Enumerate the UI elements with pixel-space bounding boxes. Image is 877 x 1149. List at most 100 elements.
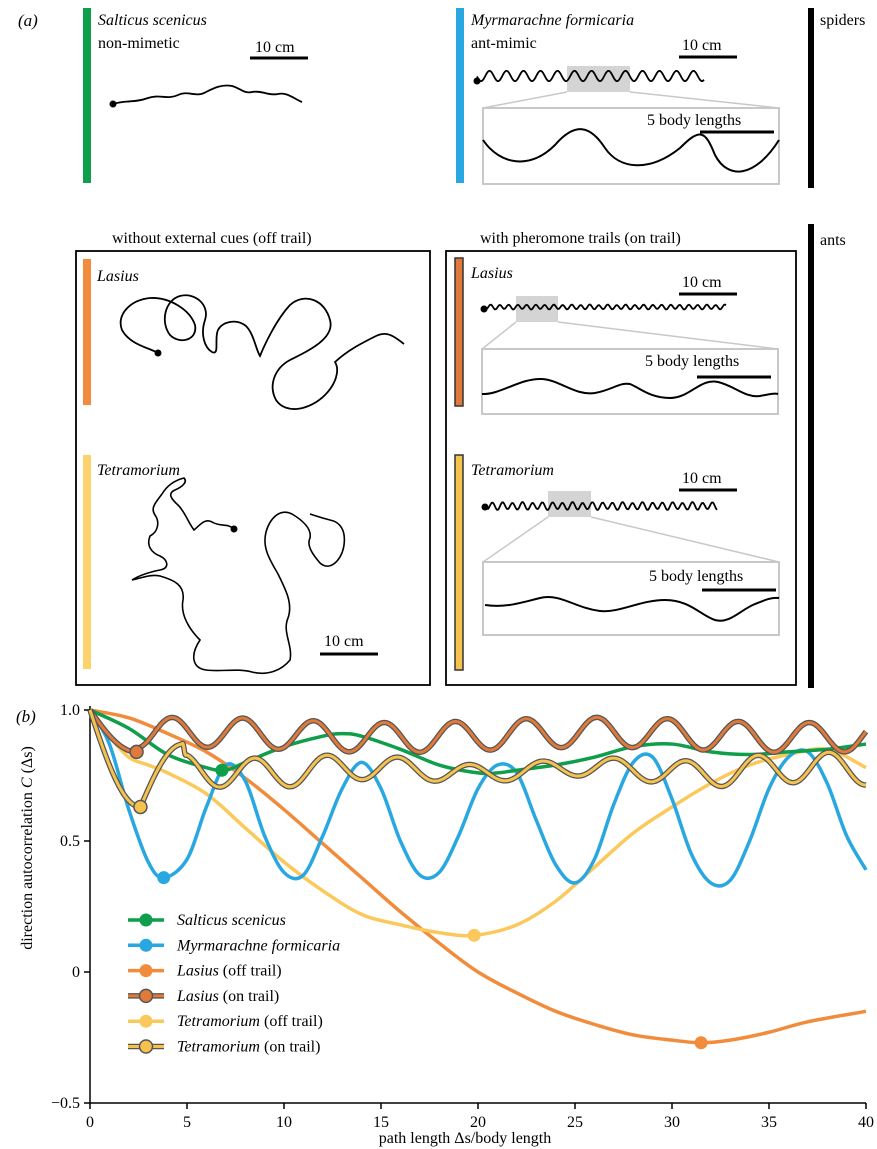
legend-species-name: Myrmarachne formicaria	[176, 937, 340, 954]
off-trail-title: without external cues (off trail)	[112, 230, 312, 247]
legend-species-name: Tetramorium	[177, 1013, 260, 1030]
legend-label-lasius-off-trail: Lasius (off trail)	[176, 963, 282, 980]
legend-condition: (on trail)	[219, 988, 279, 1005]
myrmarachne-zoom-box	[482, 107, 780, 185]
series-line-myrmarachne-formicaria	[88, 709, 868, 888]
x-tick-label: 15	[373, 1114, 389, 1131]
salticus-desc: non-mimetic	[98, 35, 180, 52]
tetramorium-off-trajectory	[131, 477, 346, 675]
tetramorium-on-zoom-scale-label: 5 body lengths	[649, 568, 743, 585]
panel-a: (a) spiders ants Salticus scenicus non-m…	[18, 8, 865, 688]
series-marker-lasius-on-trail	[129, 744, 144, 760]
lasius-on-trajectory	[483, 303, 727, 311]
lasius-on-color-bar	[454, 257, 464, 407]
legend-species-name: Lasius	[176, 963, 219, 980]
myrmarachne-start-dot	[473, 77, 481, 85]
legend-marker-tetramorium-on-trail	[138, 1039, 154, 1054]
myrmarachne-panel: Myrmarachne formicaria ant-mimic 10 cm 5…	[456, 8, 780, 185]
tetramorium-on-trajectory	[484, 501, 718, 511]
legend-label-salticus-scenicus: Salticus scenicus	[177, 912, 286, 929]
legend-label-tetramorium-on-trail: Tetramorium (on trail)	[177, 1039, 320, 1056]
legend-marker-lasius-off-trail	[139, 964, 153, 978]
off-trail-panel: without external cues (off trail) Lasius…	[75, 230, 431, 686]
legend-label-tetramorium-off-trail: Tetramorium (off trail)	[177, 1013, 323, 1030]
legend-label-myrmarachne-formicaria: Myrmarachne formicaria	[176, 937, 340, 954]
legend-marker-salticus-scenicus	[139, 913, 153, 927]
y-axis-label-part: direction autocorrelation	[19, 788, 36, 950]
legend-condition: (off trail)	[219, 963, 282, 980]
tetramorium-off-name: Tetramorium	[97, 462, 180, 479]
myrmarachne-zoom-scale-label: 5 body lengths	[647, 112, 741, 129]
legend-marker-lasius-on-trail	[138, 988, 154, 1004]
spiders-label: spiders	[820, 12, 865, 29]
legend-condition: (on trail)	[260, 1039, 320, 1056]
panel-a-label: (a)	[18, 11, 38, 30]
tetramorium-on-start-dot	[481, 503, 489, 511]
salticus-panel: Salticus scenicus non-mimetic 10 cm	[83, 8, 308, 183]
tetramorium-on-zoom-box	[482, 561, 780, 636]
series-marker-tetramorium-on-trail	[133, 799, 148, 815]
legend-marker-myrmarachne-formicaria	[139, 938, 153, 952]
salticus-trajectory	[112, 84, 303, 105]
lasius-on-scale-label: 10 cm	[682, 274, 722, 291]
lasius-on-zoom-trajectory	[481, 377, 779, 400]
series-marker-lasius-off-trail	[694, 1036, 708, 1050]
y-tick-label: 0.5	[60, 833, 80, 850]
y-axis-label-part: C	[19, 777, 36, 788]
legend-species-name: Salticus scenicus	[177, 912, 286, 929]
lasius-off-start-dot	[154, 349, 162, 357]
legend-species-name: Tetramorium	[177, 1039, 260, 1056]
tetramorium-on-zoom-trajectory	[484, 596, 780, 622]
salticus-scale-label: 10 cm	[255, 39, 295, 56]
y-tick-label: 0	[72, 964, 80, 981]
myrmarachne-zoom-trajectory	[482, 128, 780, 173]
x-tick-label: 25	[567, 1114, 583, 1131]
y-axis-label-part: (Δs)	[19, 746, 36, 777]
on-trail-panel: with pheromone trails (on trail) Lasius …	[445, 230, 797, 686]
chart-series	[87, 708, 869, 1050]
chart-legend: Salticus scenicus Myrmarachne formicaria L…	[128, 912, 340, 1056]
lasius-on-start-dot	[480, 305, 488, 313]
panel-b: (b) 0 5 10 15 20 25 30 35 40 −0.5 0 0.5 1.0 Salticus…	[16, 702, 874, 1147]
on-trail-title: with pheromone trails (on trail)	[480, 230, 681, 247]
on-trail-frame	[445, 250, 797, 686]
myrmarachne-scale-label: 10 cm	[682, 37, 722, 54]
x-tick-label: 35	[761, 1114, 777, 1131]
spiders-group-bar	[808, 8, 814, 188]
chart-axes: 0 5 10 15 20 25 30 35 40 −0.5 0 0.5 1.0	[51, 702, 874, 1131]
series-marker-tetramorium-off-trail	[467, 928, 481, 942]
myrmarachne-name: Myrmarachne formicaria	[470, 12, 634, 29]
series-marker-salticus-scenicus	[215, 763, 229, 777]
legend-label-lasius-on-trail: Lasius (on trail)	[176, 988, 279, 1005]
series-line-lasius-off-trail	[89, 708, 867, 1045]
series-line-tetramorium-on-trail	[88, 709, 867, 809]
y-tick-label: −0.5	[51, 1095, 80, 1112]
panel-b-label: (b)	[16, 707, 36, 726]
tetramorium-off-color-bar	[83, 455, 91, 669]
ants-label: ants	[820, 232, 846, 249]
tetramorium-off-scale-label: 10 cm	[324, 633, 364, 650]
salticus-color-bar	[83, 8, 91, 183]
myrmarachne-desc: ant-mimic	[471, 35, 537, 52]
lasius-off-trajectory	[119, 294, 405, 410]
lasius-on-zoom-scale-label: 5 body lengths	[645, 353, 739, 370]
y-axis-label: direction autocorrelation C (Δs)	[19, 746, 36, 950]
x-tick-label: 10	[276, 1114, 292, 1131]
lasius-on-zoom-box	[481, 348, 779, 415]
ants-group-bar	[808, 224, 814, 688]
tetramorium-on-name: Tetramorium	[471, 462, 554, 479]
x-tick-label: 20	[470, 1114, 486, 1131]
lasius-off-name: Lasius	[96, 268, 139, 285]
legend-marker-tetramorium-off-trail	[139, 1014, 153, 1028]
salticus-start-dot	[109, 100, 117, 108]
tetramorium-off-start-dot	[230, 525, 238, 533]
salticus-name: Salticus scenicus	[98, 12, 207, 29]
off-trail-frame	[75, 250, 431, 686]
x-tick-label: 0	[86, 1114, 94, 1131]
tetramorium-on-color-bar	[454, 454, 464, 671]
series-marker-myrmarachne-formicaria	[157, 871, 171, 885]
x-tick-label: 30	[664, 1114, 680, 1131]
lasius-off-color-bar	[83, 259, 91, 405]
legend-species-name: Lasius	[176, 988, 219, 1005]
series-line-lasius-on-trail	[88, 709, 868, 754]
